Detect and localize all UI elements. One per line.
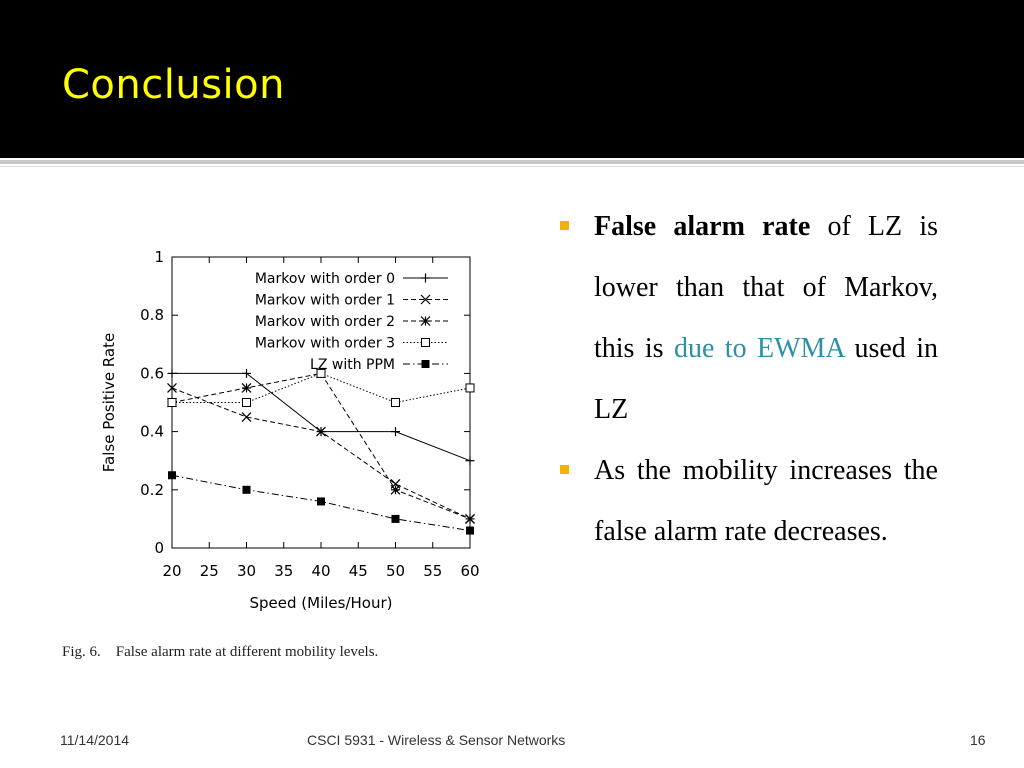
- x-tick-label: 50: [386, 562, 405, 580]
- y-tick-label: 1: [154, 248, 164, 266]
- legend-label: Markov with order 1: [255, 293, 395, 309]
- series-5-point: [466, 526, 474, 535]
- series-4-point: [465, 383, 475, 393]
- footer-date: 11/14/2014: [60, 732, 130, 748]
- series-3-point: [390, 484, 401, 495]
- series-5-point: [391, 514, 400, 523]
- y-axis-label: False Positive Rate: [100, 333, 118, 472]
- x-tick-label: 60: [460, 562, 479, 580]
- slide-title: Conclusion: [62, 62, 285, 108]
- series-4-point: [167, 398, 177, 407]
- series-4-point: [242, 398, 251, 407]
- figure-caption: Fig. 6. False alarm rate at different mo…: [62, 644, 379, 660]
- y-tick-label: 0.8: [140, 306, 164, 324]
- bullet-highlight-text: due to EWMA: [673, 333, 845, 364]
- series-line-1: [172, 372, 471, 462]
- legend-marker: [421, 273, 430, 283]
- series-5-point: [242, 485, 251, 494]
- x-tick-label: 55: [423, 562, 442, 580]
- legend-marker: [420, 316, 431, 326]
- bullet-item: False alarm rate of LZ is lower than tha…: [556, 196, 938, 440]
- legend-label: Markov with order 3: [255, 336, 395, 352]
- bullet-text-end: used in LZ: [594, 333, 938, 425]
- series-1-point: [167, 368, 177, 378]
- footer-page-number: 16: [970, 732, 986, 748]
- bullet-marker-icon: [560, 221, 569, 230]
- legend-marker: [421, 338, 430, 347]
- false-alarm-chart: 20 25 30 35 40 45 50 55 60 0 0.2 0.4 0.6 0.8 1 Speed (M…: [100, 248, 480, 612]
- series-1-point: [242, 368, 251, 378]
- legend-marker: [421, 360, 430, 368]
- x-axis-label: Speed (Miles/Hour): [250, 594, 393, 612]
- x-tick-label: 30: [237, 562, 256, 580]
- bullet-text: As the mobility increases the false alar…: [594, 455, 938, 547]
- bullet-bold-text: False alarm rate: [594, 211, 811, 242]
- series-5-point: [168, 471, 176, 480]
- y-tick-label: 0.2: [140, 481, 164, 499]
- series-4-point: [391, 398, 400, 407]
- series-1-point: [465, 456, 475, 466]
- y-tick-label: 0: [154, 539, 164, 557]
- series-2-point: [316, 426, 326, 437]
- series-1-point: [391, 427, 400, 437]
- series-2-point: [167, 383, 177, 393]
- title-bar: [0, 0, 1024, 158]
- y-tick-label: 0.6: [140, 364, 164, 382]
- legend-label: Markov with order 2: [255, 314, 395, 330]
- x-tick-label: 35: [274, 562, 293, 580]
- legend-marker: [420, 294, 431, 305]
- series-3-point: [465, 513, 475, 524]
- bullet-list: False alarm rate of LZ is lower than tha…: [556, 196, 938, 562]
- bullet-text: of LZ is lower than that of Markov, this…: [594, 211, 938, 364]
- x-tick-label: 45: [349, 562, 368, 580]
- legend-label: Markov with order 0: [255, 271, 395, 287]
- y-tick-label: 0.4: [140, 423, 164, 441]
- series-3-point: [241, 383, 252, 393]
- title-divider: [0, 160, 1024, 164]
- title-divider-thin: [0, 166, 1024, 167]
- series-4-point: [316, 368, 326, 378]
- series-line-3: [171, 372, 471, 520]
- footer-course: CSCI 5931 - Wireless & Sensor Networks: [307, 732, 566, 748]
- series-2-point: [241, 412, 252, 422]
- x-tick-label: 25: [200, 562, 219, 580]
- series-5-point: [317, 497, 325, 506]
- x-tick-label: 20: [162, 562, 181, 580]
- bullet-item: As the mobility increases the false alar…: [556, 440, 938, 562]
- legend-label: LZ with PPM: [310, 357, 395, 373]
- bullet-marker-icon: [560, 465, 569, 474]
- x-tick-label: 40: [311, 562, 330, 580]
